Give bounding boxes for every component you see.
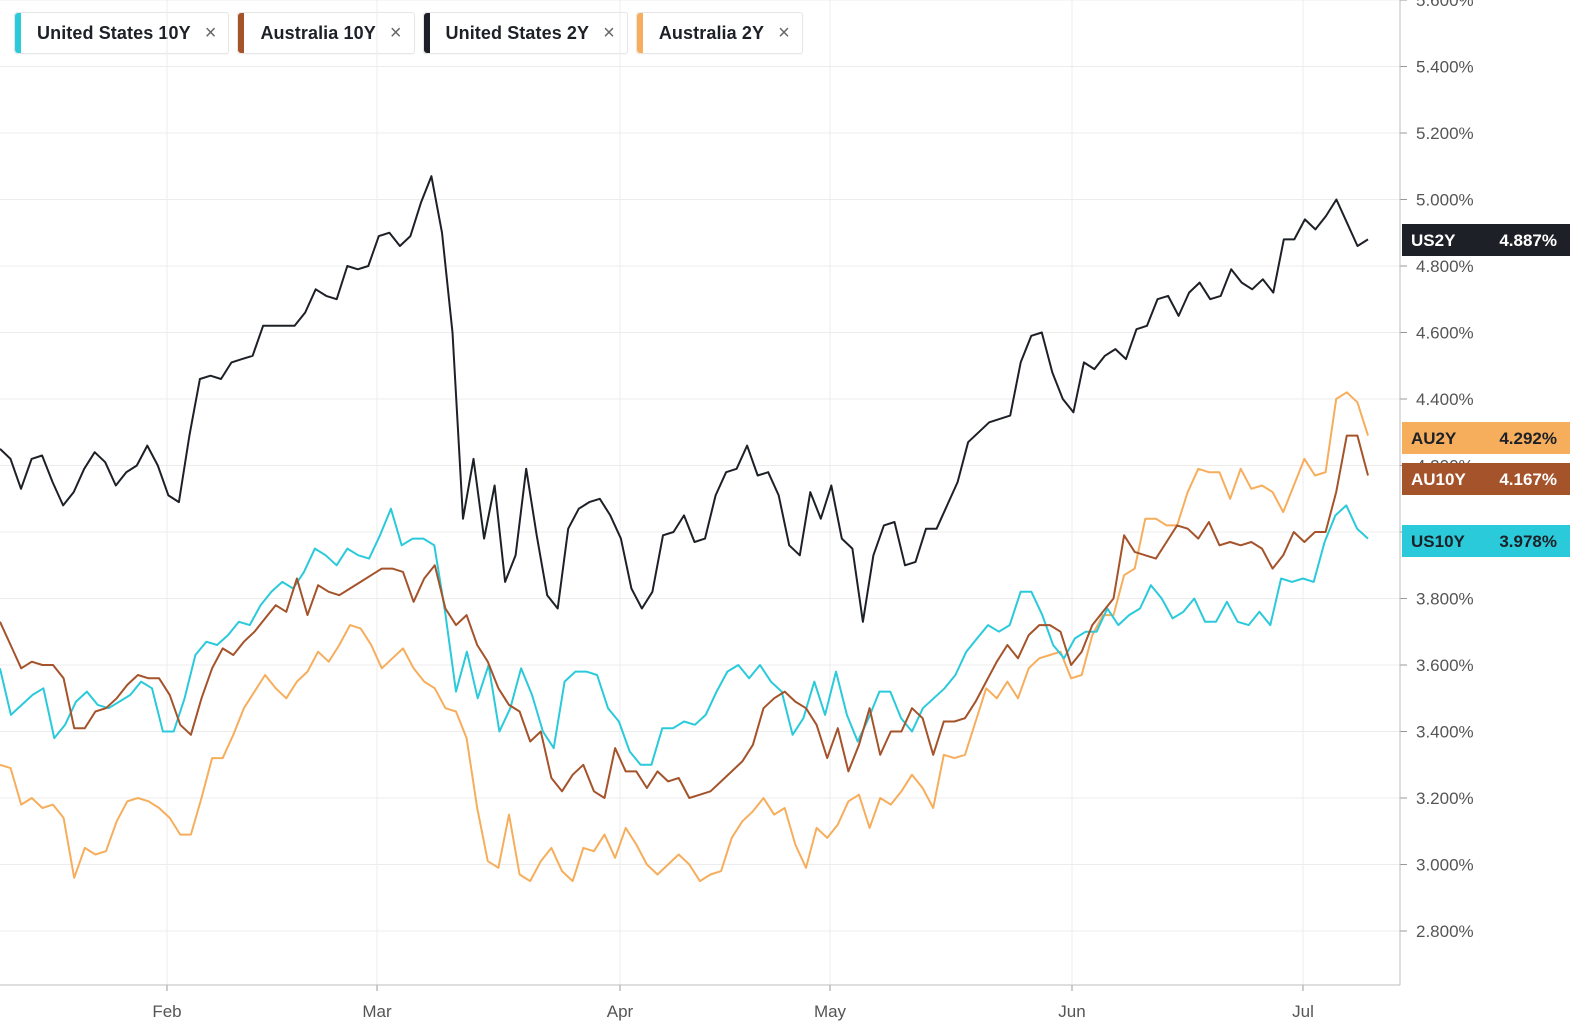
x-tick-label: May — [814, 1002, 847, 1021]
legend-chip-us2y[interactable]: United States 2Y × — [422, 12, 628, 54]
legend-label: United States 2Y — [445, 22, 590, 43]
tag-value-us2y: 4.887% — [1499, 231, 1557, 250]
y-tick-label: 2.800% — [1416, 922, 1474, 941]
close-icon[interactable]: × — [603, 22, 615, 44]
y-tick-label: 5.400% — [1416, 58, 1474, 77]
legend-label: United States 10Y — [37, 22, 191, 43]
close-icon[interactable]: × — [778, 22, 790, 44]
last-value-tag-au2y — [1402, 422, 1570, 454]
y-tick-label: 4.800% — [1416, 257, 1474, 276]
tag-name-au10y: AU10Y — [1411, 470, 1466, 489]
y-tick-label: 3.200% — [1416, 789, 1474, 808]
x-tick-label: Feb — [152, 1002, 181, 1021]
last-value-tag-au10y — [1402, 463, 1570, 495]
legend-chip-au10y[interactable]: Australia 10Y × — [237, 12, 415, 54]
y-tick-label: 3.600% — [1416, 656, 1474, 675]
series-line-au10y — [0, 434, 1369, 799]
y-tick-label: 5.000% — [1416, 191, 1474, 210]
series-line-au2y — [0, 391, 1369, 883]
us2y-swatch — [423, 13, 430, 53]
tag-value-au2y: 4.292% — [1499, 429, 1557, 448]
x-tick-label: Jun — [1058, 1002, 1085, 1021]
au10y-swatch — [238, 13, 245, 53]
y-tick-label: 3.400% — [1416, 723, 1474, 742]
tag-value-au10y: 4.167% — [1499, 470, 1557, 489]
series-line-us10y — [0, 504, 1369, 766]
x-tick-label: Jul — [1292, 1002, 1314, 1021]
legend: United States 10Y × Australia 10Y × Unit… — [14, 12, 803, 54]
y-tick-label: 3.800% — [1416, 590, 1474, 609]
legend-label: Australia 10Y — [260, 22, 376, 43]
x-tick-label: Apr — [607, 1002, 634, 1021]
close-icon[interactable]: × — [389, 22, 402, 44]
tag-name-au2y: AU2Y — [1411, 429, 1457, 448]
x-tick-label: Mar — [362, 1002, 392, 1021]
tag-value-us10y: 3.978% — [1499, 532, 1557, 551]
close-icon[interactable]: × — [204, 22, 217, 44]
series-line-us2y — [0, 175, 1369, 623]
y-tick-label: 5.600% — [1416, 0, 1474, 10]
tag-name-us10y: US10Y — [1411, 532, 1466, 551]
legend-chip-au2y[interactable]: Australia 2Y × — [635, 12, 803, 54]
legend-label: Australia 2Y — [658, 22, 765, 43]
us10y-swatch — [15, 13, 21, 53]
last-value-tag-us2y — [1402, 224, 1570, 256]
au2y-swatch — [636, 13, 643, 53]
last-value-tag-us10y — [1402, 525, 1570, 557]
y-tick-label: 5.200% — [1416, 124, 1474, 143]
tag-name-us2y: US2Y — [1411, 231, 1456, 250]
y-tick-label: 4.400% — [1416, 390, 1474, 409]
legend-chip-us10y[interactable]: United States 10Y × — [14, 12, 230, 54]
y-tick-label: 3.000% — [1416, 856, 1474, 875]
y-tick-label: 4.600% — [1416, 324, 1474, 343]
